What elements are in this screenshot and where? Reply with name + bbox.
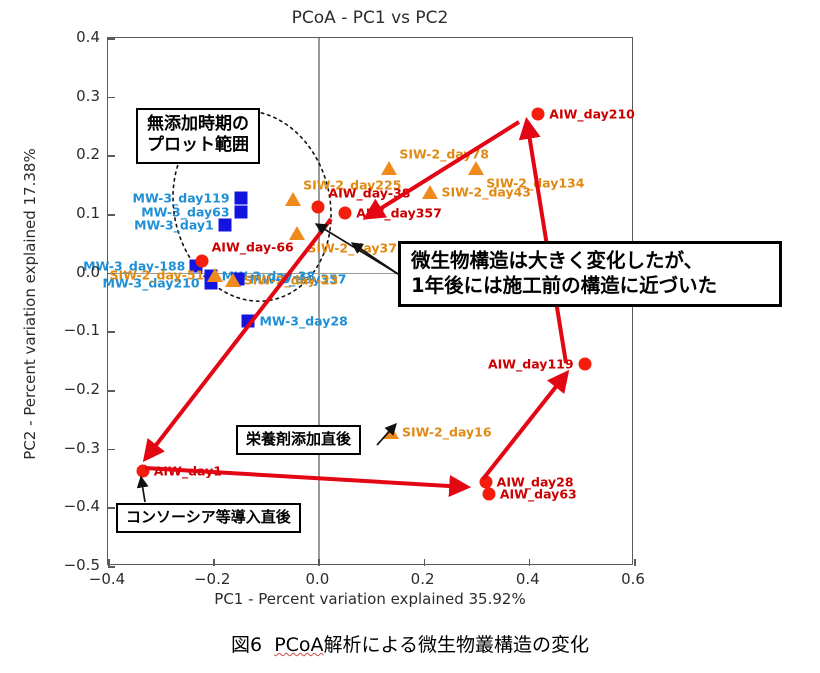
data-point-marker — [531, 107, 545, 121]
caption-prefix: 図6 — [231, 634, 263, 656]
data-point-label: SIW-2_day43 — [441, 184, 531, 200]
x-tick-label: 0.2 — [410, 570, 435, 588]
y-tick — [108, 390, 115, 392]
data-point-marker — [578, 357, 592, 371]
x-tick — [318, 559, 320, 566]
data-point-marker — [338, 206, 352, 220]
vertical-zero-axis — [318, 38, 320, 564]
data-point-marker — [234, 205, 248, 219]
data-point-label: MW-3_day28 — [259, 313, 348, 329]
data-point-label: SIW-2_day372 — [307, 240, 406, 256]
data-point-label: AIW_day210 — [549, 106, 635, 122]
data-point-label: AIW_day63 — [499, 486, 577, 502]
y-tick — [108, 566, 115, 568]
y-tick-label: 0.1 — [76, 204, 100, 222]
x-tick — [108, 559, 110, 566]
data-point-marker — [311, 200, 325, 214]
x-tick — [423, 559, 426, 566]
y-tick-label: 0.0 — [76, 262, 100, 281]
callout-consortia-line-1: コンソーシア等導入直後 — [126, 508, 291, 526]
y-tick — [108, 272, 115, 275]
data-point-label: MW-3_day63 — [141, 204, 230, 220]
callout-untreated-period: 無添加時期の プロット範囲 — [136, 108, 260, 164]
y-tick — [108, 214, 115, 216]
data-point-label: SIW-2_day16 — [401, 424, 492, 440]
data-point-label: SIW-2_day-23 — [243, 272, 339, 288]
y-tick-label: 0.3 — [76, 86, 100, 105]
y-tick-label: −0.5 — [63, 556, 100, 574]
callout-nutrient-line-1: 栄養剤添加直後 — [246, 430, 352, 448]
data-point-marker — [218, 218, 232, 232]
data-point-marker — [382, 425, 399, 440]
x-tick-label: 0.0 — [305, 570, 330, 588]
data-point-marker — [482, 487, 496, 501]
callout-main-line-1: 微生物構造は大きく変化したが、 — [411, 249, 704, 272]
data-point-marker — [195, 254, 209, 268]
y-tick — [108, 507, 115, 509]
caption-underlined-term: PCoA — [274, 634, 324, 656]
data-point-marker — [289, 225, 306, 240]
callout-untreated-line-1: 無添加時期の — [147, 114, 249, 134]
data-point-marker — [234, 191, 248, 205]
data-point-marker — [207, 268, 224, 282]
y-tick-label: −0.1 — [63, 321, 100, 340]
x-tick — [213, 559, 215, 566]
y-tick-label: 0.2 — [76, 145, 100, 164]
data-point-label: AIW_day-38 — [328, 185, 411, 201]
data-point-marker — [136, 464, 150, 478]
data-point-label: AIW_day-66 — [211, 239, 294, 255]
data-point-marker — [381, 161, 398, 176]
y-tick-label: −0.4 — [63, 497, 100, 516]
data-point-label: AIW_day357 — [356, 205, 442, 221]
data-point-label: SIW-2_day78 — [399, 146, 489, 162]
data-point-label: AIW_day119 — [487, 356, 574, 372]
x-axis-label: PC1 - Percent variation explained 35.92% — [214, 590, 526, 608]
y-tick — [108, 155, 115, 157]
callout-nutrient-added: 栄養剤添加直後 — [236, 425, 362, 455]
callout-main-finding: 微生物構造は大きく変化したが、 1年後には施工前の構造に近づいた — [398, 241, 782, 308]
x-tick-label: −0.2 — [193, 570, 231, 588]
data-point-label: AIW_day1 — [153, 463, 222, 479]
chart-title: PCoA - PC1 vs PC2 — [291, 8, 449, 28]
data-point-marker — [224, 272, 241, 287]
caption-rest: 解析による微生物叢構造の変化 — [323, 634, 589, 656]
data-point-marker — [422, 184, 439, 199]
y-tick — [108, 331, 115, 333]
data-point-label: MW-3_day119 — [132, 190, 230, 206]
data-point-marker — [241, 314, 255, 328]
data-point-marker — [468, 161, 485, 176]
x-tick-label: −0.4 — [88, 570, 126, 588]
data-point-marker — [285, 192, 302, 207]
x-tick — [634, 559, 636, 566]
y-tick — [108, 96, 115, 99]
data-point-label: SIW-2_day-51 — [109, 267, 205, 283]
y-axis-label: PC2 - Percent variation explained 17.38% — [21, 148, 39, 460]
x-tick-label: 0.4 — [515, 570, 540, 588]
callout-consortia-introduced: コンソーシア等導入直後 — [116, 503, 301, 533]
y-tick-label: −0.3 — [63, 438, 100, 457]
callout-untreated-line-2: プロット範囲 — [147, 135, 249, 156]
y-tick-label: 0.4 — [76, 28, 100, 46]
y-tick — [108, 448, 115, 451]
x-tick — [528, 559, 531, 566]
data-point-marker — [479, 475, 493, 489]
data-point-label: MW-3_day1 — [134, 217, 214, 233]
x-tick-label: 0.6 — [621, 570, 645, 588]
y-tick — [108, 38, 115, 40]
figure-caption: 図6 PCoA解析による微生物叢構造の変化 — [0, 630, 820, 657]
y-tick-label: −0.2 — [63, 380, 100, 398]
callout-main-line-2: 1年後には施工前の構造に近づいた — [411, 273, 718, 297]
